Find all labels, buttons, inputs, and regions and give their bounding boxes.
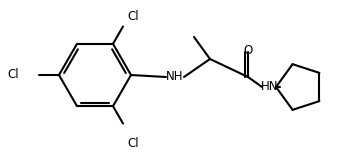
Text: NH: NH — [166, 71, 184, 84]
Text: O: O — [243, 44, 253, 57]
Text: HN: HN — [261, 80, 279, 93]
Text: Cl: Cl — [127, 137, 139, 151]
Text: Cl: Cl — [127, 9, 139, 22]
Text: Cl: Cl — [8, 69, 19, 82]
